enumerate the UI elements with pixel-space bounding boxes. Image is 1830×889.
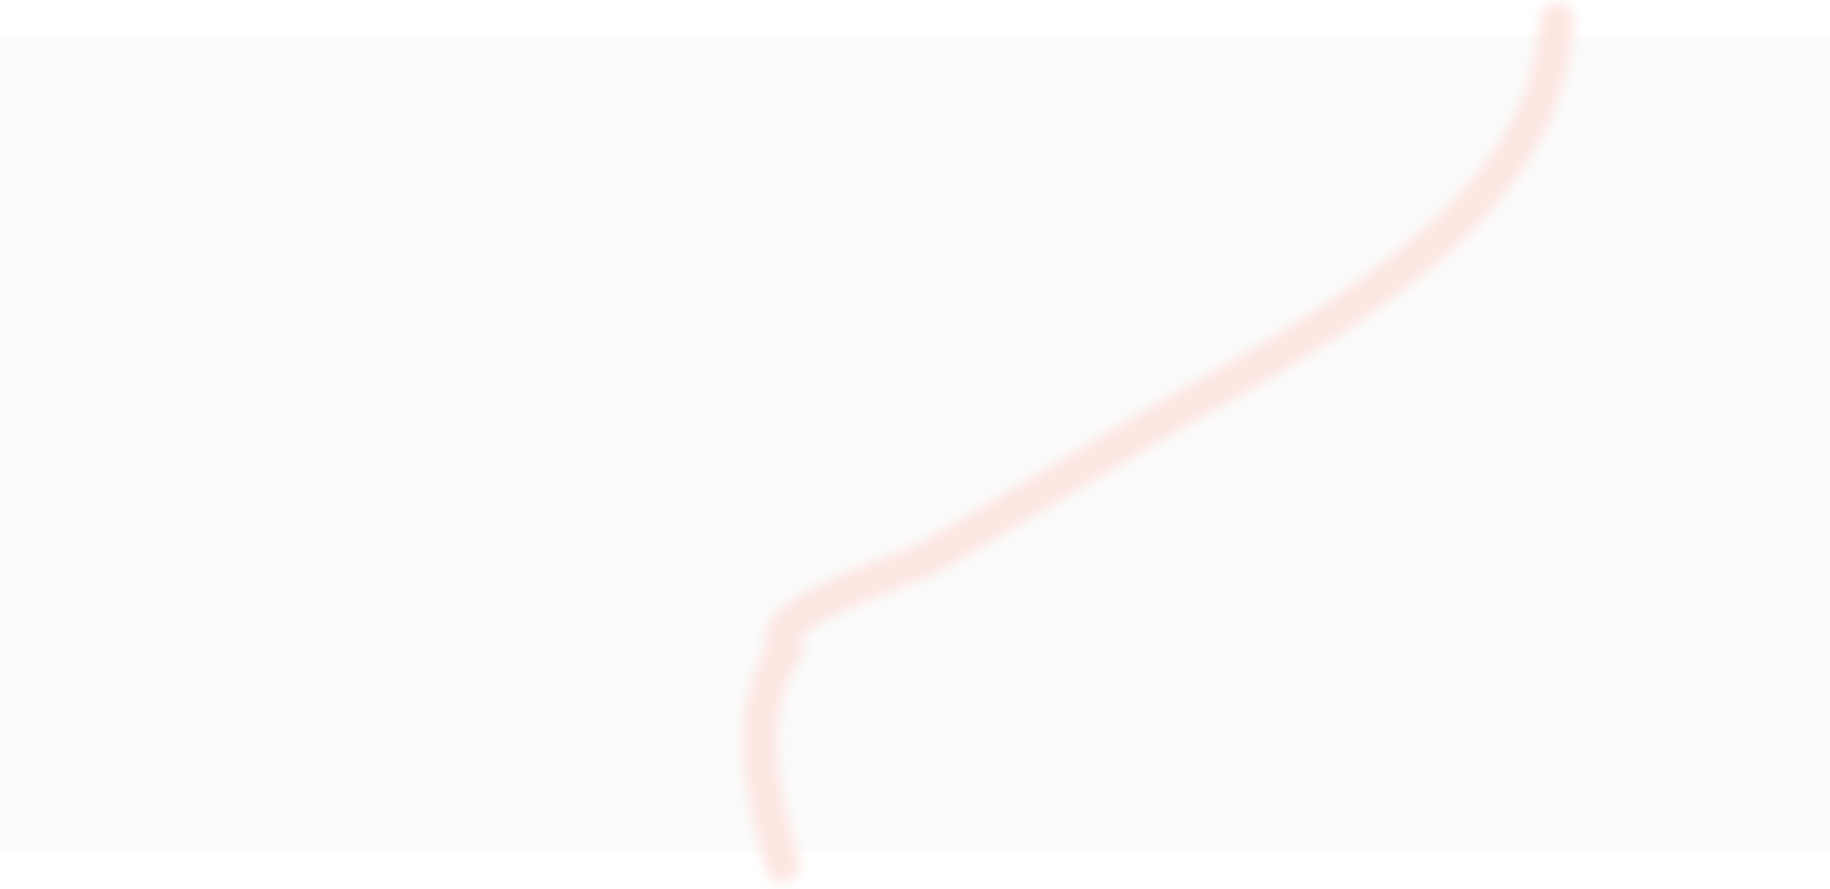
decorative-curve-line: [743, 3, 1574, 882]
background-band: [0, 35, 1830, 852]
